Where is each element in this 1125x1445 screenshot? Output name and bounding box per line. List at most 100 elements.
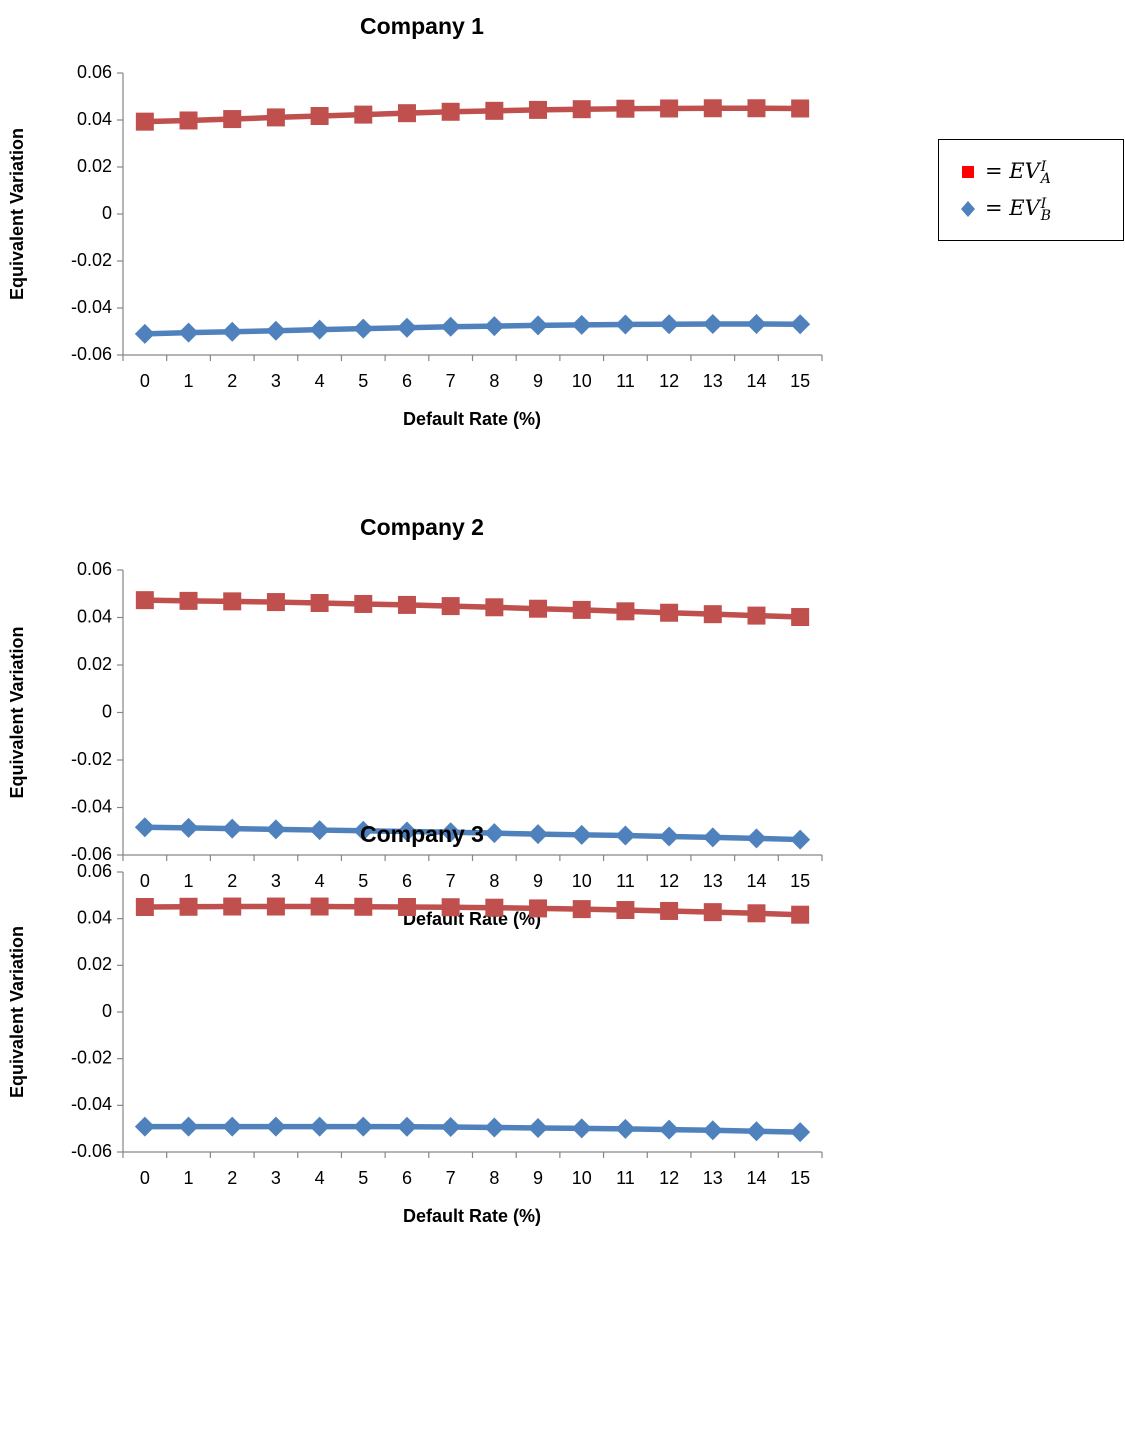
x-tick-label: 1 [184,1168,194,1188]
series-ev-a-point [485,598,504,617]
series-ev-a-point [660,603,679,622]
series-ev-a-point [703,903,722,922]
legend-diamond-marker-icon [961,201,975,217]
y-tick-label: 0.06 [77,861,112,881]
series-ev-a-point [791,99,810,118]
series-ev-b-line [144,1123,801,1135]
series-ev-b-point [440,316,461,337]
legend-square-marker-icon [962,166,974,178]
series-ev-b-point [484,316,505,337]
x-tick-label: 3 [271,371,281,391]
x-tick-label: 6 [402,371,412,391]
series-ev-b-point [396,1116,417,1137]
x-tick-label: 8 [489,1168,499,1188]
x-tick-label: 14 [746,371,766,391]
y-tick-label: 0.04 [77,109,112,129]
series-ev-b-point [702,1120,723,1141]
x-tick-label: 15 [790,1168,810,1188]
y-tick-label: 0 [102,203,112,223]
series-ev-b-point [746,1121,767,1142]
legend-diamond-marker [961,201,975,217]
y-tick-label: -0.04 [71,297,112,317]
series-ev-b-point [222,818,243,839]
y-tick-label: -0.04 [71,1094,112,1114]
series-ev-a-line [144,597,801,620]
series-ev-b-point [615,314,636,335]
chart-title: Company 2 [360,514,484,540]
y-axis-label: Equivalent Variation [7,128,27,300]
x-tick-label: 13 [703,871,723,891]
series-ev-a-point [397,595,416,614]
series-ev-a-point [529,599,548,618]
x-tick-label: 10 [572,1168,592,1188]
series-ev-b-point [222,1116,243,1137]
series-ev-b-point [134,817,155,838]
y-tick-label: -0.06 [71,1141,112,1161]
x-tick-label: 12 [659,871,679,891]
series-ev-b-point [353,318,374,339]
y-tick-label: -0.02 [71,749,112,769]
series-ev-b-point [440,1117,461,1138]
legend-item-ev-b: = EV I B [961,195,1051,223]
x-tick-label: 12 [659,1168,679,1188]
series-ev-b-point [265,819,286,840]
series-ev-b-point [396,821,417,842]
x-tick-label: 1 [184,371,194,391]
series-ev-a-point [660,99,679,118]
series-ev-a-point [266,108,285,127]
legend-label-ev-b: = EV I B [985,195,1051,223]
x-tick-label: 3 [271,871,281,891]
series-ev-a-point [179,591,198,610]
series-ev-a-point [572,600,591,619]
series-ev-a-point [660,901,679,920]
series-ev-b-point [440,822,461,843]
series-ev-b-point [309,820,330,841]
series-ev-b-point [571,824,592,845]
y-tick-label: -0.02 [71,250,112,270]
legend-sup-b: I [1040,195,1047,212]
y-tick-label: -0.04 [71,796,112,816]
y-tick-label: 0.04 [77,606,112,626]
x-axis-label: Default Rate (%) [403,909,541,929]
y-tick-label: 0.06 [77,62,112,82]
series-ev-b-point [484,823,505,844]
series-ev-a-point [135,591,154,610]
x-tick-label: 3 [271,1168,281,1188]
x-tick-label: 9 [533,1168,543,1188]
x-tick-label: 2 [227,871,237,891]
x-tick-label: 0 [140,871,150,891]
x-tick-label: 1 [184,871,194,891]
series-ev-a-point [354,105,373,124]
x-tick-label: 4 [315,371,325,391]
series-ev-b-point [746,828,767,849]
legend-eq-b: = [985,196,1003,221]
x-tick-label: 11 [616,871,635,891]
x-tick-label: 13 [703,371,723,391]
x-tick-label: 15 [790,371,810,391]
x-tick-label: 6 [402,1168,412,1188]
x-tick-label: 7 [446,1168,456,1188]
series-ev-a-line [144,105,801,125]
legend-sup-a: I [1040,158,1047,175]
x-axis-label: Default Rate (%) [403,409,541,429]
series-ev-b-point [790,1122,811,1143]
y-tick-label: 0.04 [77,907,112,927]
chart-company-2: Company 20.060.040.020-0.02-0.04-0.060 1 2… [7,514,823,929]
legend: = EV I A = EV I B [938,139,1124,241]
series-ev-a-point [529,100,548,119]
series-ev-a-point [747,904,766,923]
series-ev-a-point [310,107,329,126]
series-ev-a-point [310,594,329,613]
series-ev-b-point [702,827,723,848]
series-ev-a-point [747,99,766,118]
series-ev-b-point [178,817,199,838]
series-ev-b-point [528,1117,549,1138]
series-ev-a-point [791,905,810,924]
legend-item-ev-a: = EV I A [961,158,1051,186]
series-ev-b-point [746,313,767,334]
chart-title: Company 3 [360,821,484,847]
series-ev-b-point [528,824,549,845]
series-ev-a-point [223,897,242,916]
